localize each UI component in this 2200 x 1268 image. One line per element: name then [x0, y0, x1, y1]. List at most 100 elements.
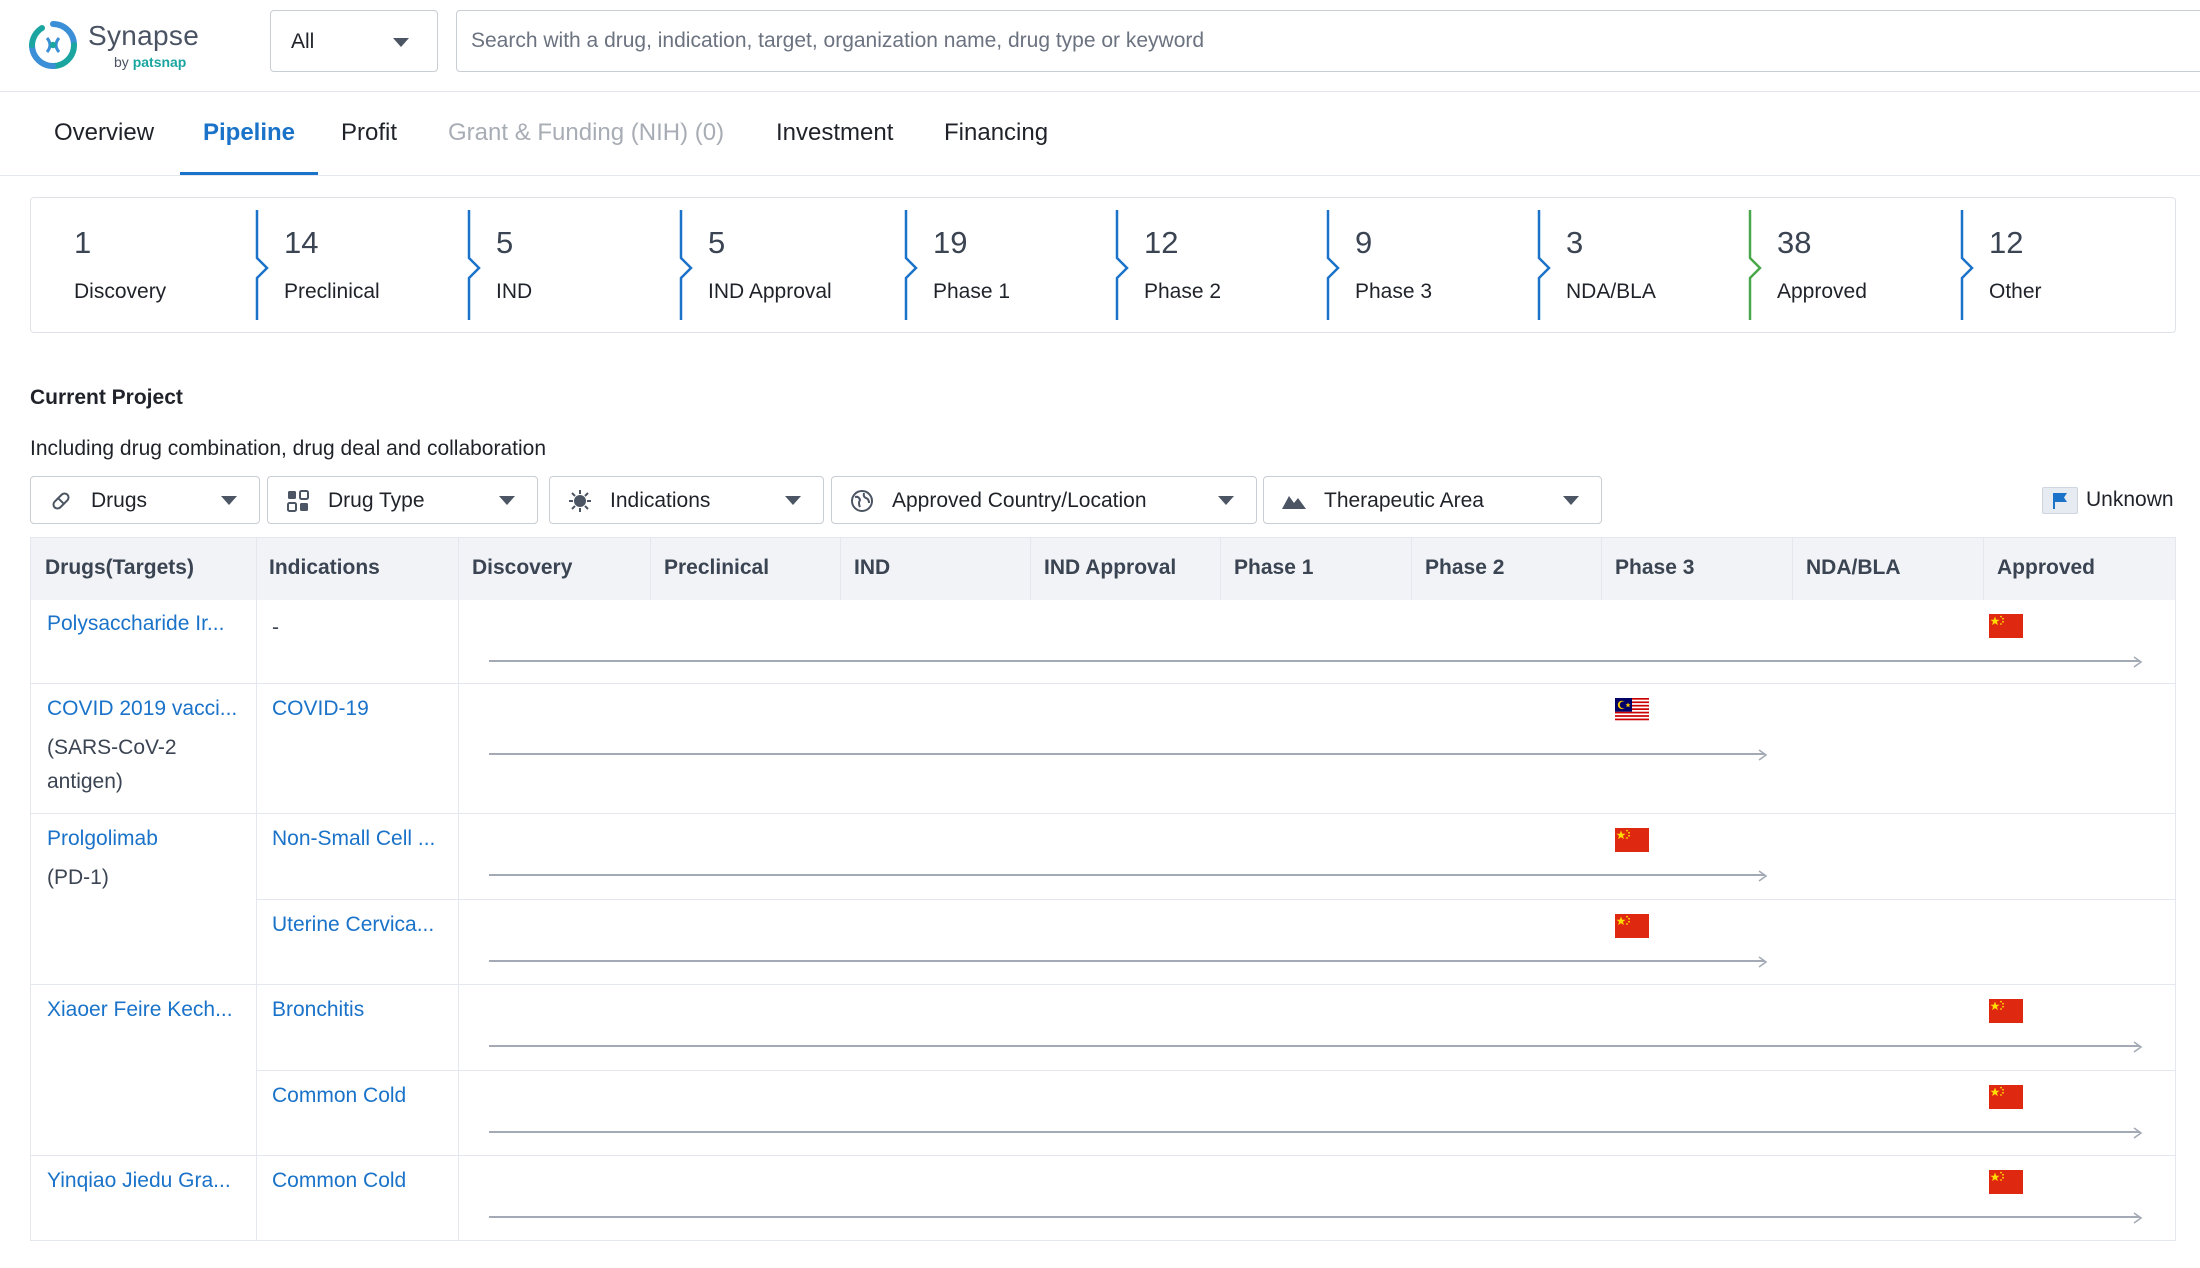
phase-divider [1115, 210, 1131, 320]
brand-name: Synapse [88, 20, 199, 52]
phase-count: 9 [1355, 225, 1372, 261]
phase-divider [1960, 210, 1976, 320]
column-separator [256, 600, 257, 1241]
column-header: Phase 1 [1234, 556, 1313, 580]
indication-link[interactable]: Uterine Cervica... [272, 913, 434, 937]
phase-count: 12 [1989, 225, 2023, 261]
chevron-down-icon [1563, 496, 1579, 505]
virus-icon [568, 489, 592, 513]
column-header: Phase 2 [1425, 556, 1504, 580]
row-separator [256, 1070, 2175, 1071]
row-separator [31, 813, 2175, 814]
globe-icon [850, 489, 874, 513]
tab-pipeline[interactable]: Pipeline [203, 119, 295, 147]
phase-count: 1 [74, 225, 91, 261]
filter-therapeutic-area[interactable]: Therapeutic Area [1263, 476, 1602, 524]
filter-approved-country[interactable]: Approved Country/Location [831, 476, 1257, 524]
row-separator [31, 1155, 2175, 1156]
column-header: NDA/BLA [1806, 556, 1901, 580]
phase-divider [904, 210, 920, 320]
search-input[interactable] [456, 10, 2200, 72]
table-header: Drugs(Targets) Indications Discovery Pre… [31, 538, 2175, 600]
phase-count: 38 [1777, 225, 1811, 261]
filter-label: Indications [610, 489, 710, 513]
row-separator [31, 984, 2175, 985]
phase-name: IND Approval [708, 280, 832, 304]
filter-drugs[interactable]: Drugs [30, 476, 260, 524]
phase-phase-2[interactable]: 12 Phase 2 [1121, 198, 1321, 332]
phase-name: Preclinical [284, 280, 380, 304]
drug-link[interactable]: Xiaoer Feire Kech... [47, 998, 233, 1022]
tab-investment[interactable]: Investment [776, 119, 893, 147]
top-header: Synapse by patsnap All [0, 0, 2200, 92]
phase-divider [467, 210, 483, 320]
search-scope-select[interactable]: All [270, 10, 438, 72]
china-flag-icon[interactable] [1615, 914, 1649, 938]
phase-count: 3 [1566, 225, 1583, 261]
malaysia-flag-icon[interactable] [1615, 698, 1649, 722]
row-separator [256, 899, 2175, 900]
tab-financing[interactable]: Financing [944, 119, 1048, 147]
indication-link[interactable]: Non-Small Cell ... [272, 827, 435, 851]
drug-link[interactable]: Prolgolimab [47, 827, 158, 851]
section-subtitle: Including drug combination, drug deal an… [30, 437, 546, 461]
tab-overview[interactable]: Overview [54, 119, 154, 147]
china-flag-icon[interactable] [1989, 1170, 2023, 1194]
column-separator [840, 538, 841, 600]
row-separator [31, 683, 2175, 684]
phase-count: 12 [1144, 225, 1178, 261]
phase-approved[interactable]: 38 Approved [1754, 198, 1954, 332]
china-flag-icon[interactable] [1989, 999, 2023, 1023]
phase-preclinical[interactable]: 14 Preclinical [261, 198, 461, 332]
pipeline-track [489, 1045, 2140, 1047]
indication-link[interactable]: COVID-19 [272, 697, 369, 721]
phase-name: NDA/BLA [1566, 280, 1656, 304]
phase-phase-1[interactable]: 19 Phase 1 [910, 198, 1110, 332]
tab-grant-funding: Grant & Funding (NIH) (0) [448, 119, 724, 147]
pipeline-track [489, 874, 1765, 876]
brand-company: patsnap [133, 54, 187, 70]
chevron-down-icon [785, 496, 801, 505]
phase-discovery[interactable]: 1 Discovery [74, 198, 274, 332]
column-separator [1792, 538, 1793, 600]
phase-phase-3[interactable]: 9 Phase 3 [1332, 198, 1532, 332]
phase-ind-approval[interactable]: 5 IND Approval [685, 198, 885, 332]
chevron-down-icon [221, 496, 237, 505]
indication-link[interactable]: Common Cold [272, 1169, 406, 1193]
column-separator [1983, 538, 1984, 600]
phase-divider-approved [1748, 210, 1764, 320]
china-flag-icon[interactable] [1989, 1085, 2023, 1109]
unknown-flag-icon [2042, 487, 2078, 514]
pipeline-track [489, 753, 1765, 755]
filter-label: Drug Type [328, 489, 425, 513]
china-flag-icon[interactable] [1989, 614, 2023, 638]
column-separator [458, 600, 459, 1241]
filter-drug-type[interactable]: Drug Type [267, 476, 538, 524]
chevron-down-icon [393, 38, 409, 47]
synapse-logo[interactable]: Synapse by patsnap [28, 18, 228, 74]
phase-nda-bla[interactable]: 3 NDA/BLA [1543, 198, 1743, 332]
phase-divider [1326, 210, 1342, 320]
filter-indications[interactable]: Indications [549, 476, 824, 524]
phase-count: 19 [933, 225, 967, 261]
section-title: Current Project [30, 386, 183, 410]
pill-icon [49, 489, 73, 513]
china-flag-icon[interactable] [1615, 828, 1649, 852]
phase-name: Discovery [74, 280, 166, 304]
phase-name: Phase 2 [1144, 280, 1221, 304]
phase-divider [679, 210, 695, 320]
pipeline-track [489, 960, 1765, 962]
drug-link[interactable]: Polysaccharide Ir... [47, 612, 224, 636]
tab-profit[interactable]: Profit [341, 119, 397, 147]
chevron-down-icon [499, 496, 515, 505]
drug-link[interactable]: Yinqiao Jiedu Gra... [47, 1169, 231, 1193]
column-header: IND Approval [1044, 556, 1176, 580]
drug-target: (PD-1) [47, 861, 247, 895]
indication-link[interactable]: Bronchitis [272, 998, 364, 1022]
phase-ind[interactable]: 5 IND [473, 198, 673, 332]
column-header: Discovery [472, 556, 572, 580]
phase-other[interactable]: 12 Other [1966, 198, 2166, 332]
brand-by-text: by [114, 54, 129, 70]
indication-link[interactable]: Common Cold [272, 1084, 406, 1108]
drug-link[interactable]: COVID 2019 vacci... [47, 697, 237, 721]
